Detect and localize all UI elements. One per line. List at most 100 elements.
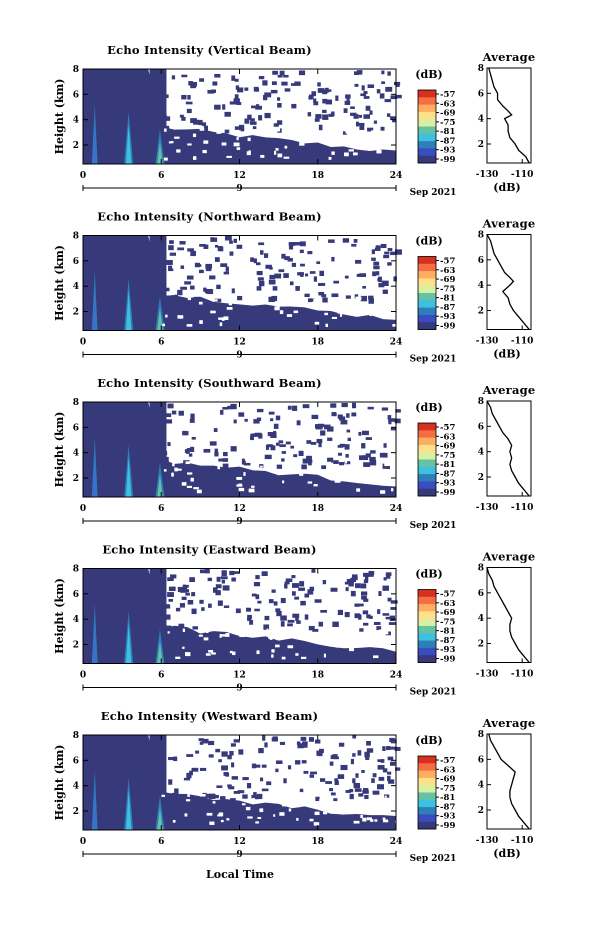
echo-column-1 <box>116 568 138 664</box>
profile-y-tick-label: 2 <box>478 140 484 150</box>
echo-speckle <box>299 249 304 254</box>
echo-speckle <box>281 81 288 86</box>
echo-speckle <box>315 424 323 430</box>
clear-gap <box>343 638 348 641</box>
echo-speckle <box>373 265 380 270</box>
echo-speckle <box>264 742 268 748</box>
colorbar-segment <box>418 785 436 793</box>
echo-speckle <box>268 599 274 604</box>
clear-gap <box>292 635 296 639</box>
y-axis-label: Height (km) <box>53 578 66 654</box>
echo-speckle <box>277 97 281 101</box>
echo-speckle <box>247 114 252 120</box>
clear-gap <box>269 637 273 640</box>
y-tick-label: 8 <box>73 232 79 242</box>
colorbar-tick-label: -99 <box>440 488 455 498</box>
echo-speckle <box>395 83 400 87</box>
y-tick-label: 2 <box>73 641 79 651</box>
echo-speckle <box>231 762 235 768</box>
echo-speckle <box>203 448 211 453</box>
profile-x-tick-label: -110 <box>511 337 534 347</box>
echo-speckle <box>273 430 277 436</box>
clear-gap <box>190 477 194 482</box>
y-tick-label: 4 <box>73 116 79 126</box>
echo-speckle <box>357 750 362 756</box>
echo-speckle <box>366 748 374 753</box>
clear-gap <box>266 628 269 632</box>
echo-speckle <box>278 269 285 273</box>
echo-speckle <box>354 294 359 299</box>
echo-speckle <box>308 462 312 466</box>
clear-gap <box>382 817 386 820</box>
colorbar-segment <box>418 141 436 149</box>
echo-speckle <box>297 743 304 749</box>
clear-gap <box>174 136 180 139</box>
clear-gap <box>313 822 320 826</box>
clear-gap <box>212 801 216 804</box>
echo-speckle <box>389 615 396 622</box>
echo-speckle <box>260 250 264 255</box>
clear-gap <box>175 468 182 471</box>
echo-column-1 <box>116 69 138 164</box>
echo-speckle <box>346 98 350 104</box>
echo-speckle <box>383 254 390 259</box>
echo-speckle <box>284 581 290 585</box>
clear-gap <box>248 488 255 493</box>
echo-speckle <box>174 130 182 135</box>
echo-speckle <box>350 758 354 765</box>
echo-column-2 <box>149 735 167 830</box>
echo-speckle <box>191 436 196 440</box>
profile-y-tick-label: 4 <box>478 614 484 624</box>
x-tick-label: 6 <box>158 338 164 348</box>
echo-speckle <box>171 410 177 415</box>
echo-speckle <box>293 242 300 246</box>
clear-gap <box>320 640 327 644</box>
echo-speckle <box>246 607 252 612</box>
echo-speckle <box>271 81 277 86</box>
colorbar-tick-label: -93 <box>440 645 455 655</box>
profile-line <box>486 234 530 330</box>
echo-speckle <box>361 443 366 449</box>
clear-gap <box>337 311 341 314</box>
echo-speckle <box>300 272 304 277</box>
clear-gap <box>352 152 358 156</box>
clear-gap <box>161 794 165 797</box>
echo-speckle <box>359 628 364 632</box>
x-tick-label: 24 <box>390 504 403 514</box>
echo-speckle <box>300 263 305 267</box>
echo-speckle <box>383 577 387 581</box>
clear-gap <box>205 653 211 656</box>
echo-speckle <box>338 452 342 456</box>
clear-gap <box>343 809 348 814</box>
echo-speckle <box>379 452 386 458</box>
echo-speckle <box>253 86 259 92</box>
echo-speckle <box>256 793 263 800</box>
clear-gap <box>245 300 250 304</box>
echo-speckle <box>272 286 278 291</box>
echo-speckle <box>333 413 337 416</box>
echo-speckle <box>372 790 380 795</box>
clear-gap <box>181 482 187 486</box>
day-label: 9 <box>236 351 242 361</box>
echo-speckle <box>365 453 371 458</box>
echo-speckle <box>191 592 196 597</box>
echo-speckle <box>389 116 396 120</box>
echo-speckle <box>190 413 195 420</box>
echo-speckle <box>199 569 205 574</box>
profile-line <box>486 400 530 497</box>
echo-speckle <box>214 448 218 454</box>
echo-speckle <box>212 81 218 86</box>
echo-speckle <box>362 285 367 289</box>
echo-speckle <box>331 293 339 298</box>
colorbar-segment <box>418 756 436 764</box>
clear-gap <box>228 303 233 306</box>
echo-speckle <box>171 295 175 300</box>
clear-gap <box>229 627 234 630</box>
echo-speckle <box>364 751 370 758</box>
echo-speckle <box>275 768 279 773</box>
echo-speckle <box>257 600 262 604</box>
profile-y-tick-label: 2 <box>478 307 484 317</box>
echo-speckle <box>291 262 297 267</box>
echo-column-1 <box>116 402 138 497</box>
echo-speckle <box>292 583 299 588</box>
